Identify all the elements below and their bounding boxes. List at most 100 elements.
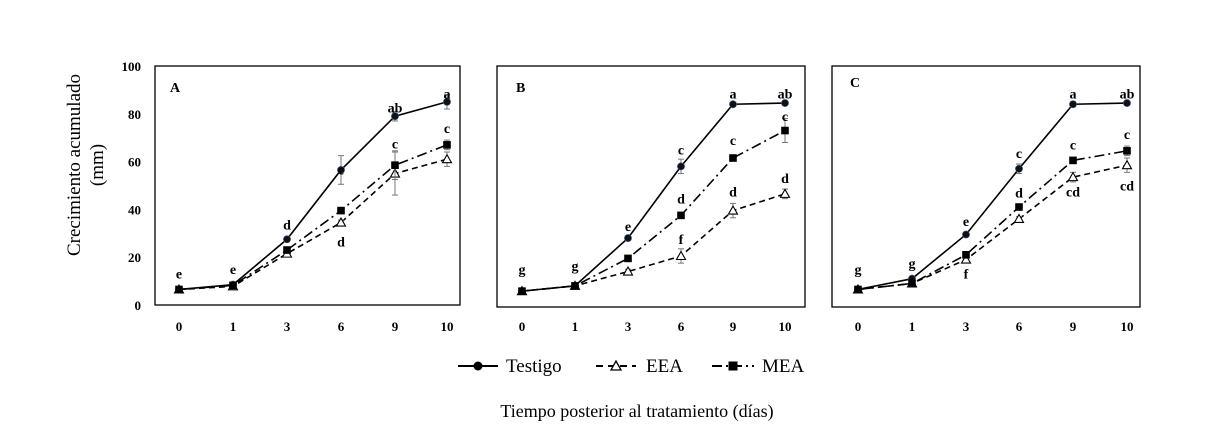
significance-label: f [679,233,684,248]
data-point [962,230,970,239]
significance-label: c [678,143,684,158]
data-point [229,281,237,290]
x-tick-label: 1 [572,319,579,334]
significance-label: a [444,87,451,102]
data-point [283,235,291,244]
significance-label: d [283,219,291,234]
data-point [443,141,451,149]
significance-label: g [519,263,526,278]
panel-letter: A [170,81,181,96]
x-tick-label: 0 [855,319,862,334]
legend-label-mea: MEA [762,356,805,377]
x-tick-label: 9 [392,319,399,334]
significance-label: d [729,185,737,200]
y-tick-label: 40 [128,202,141,217]
x-tick-label: 6 [678,319,685,334]
data-point [391,161,399,169]
significance-label: c [338,164,344,179]
data-point [675,250,687,261]
x-tick-label: 10 [779,319,792,334]
significance-label: a [1070,87,1077,102]
y-tick-label: 20 [128,250,141,265]
significance-label: c [730,134,736,149]
x-tick-label: 3 [284,319,291,334]
significance-label: c [444,122,450,137]
legend-item-eea: EEA [596,356,683,377]
data-point [727,204,739,215]
significance-label: g [572,259,579,274]
x-tick-label: 0 [519,319,526,334]
data-point [962,251,970,259]
x-tick-label: 10 [441,319,454,334]
significance-label: c [392,137,398,152]
x-tick-label: 1 [909,319,916,334]
y-tick-label: 60 [128,155,141,170]
data-point [443,97,451,106]
x-tick-label: 3 [963,319,970,334]
data-point [854,285,862,294]
series-line [857,164,1128,291]
significance-label: ab [1120,87,1135,102]
panel-b: B 0 1 3 6 9 10 g g e f c d a c d ab c d [496,65,806,334]
y-tick-label: 0 [135,298,142,313]
significance-label: e [963,215,969,230]
series-testigo [854,99,1131,294]
data-point [391,112,399,121]
significance-label: e [230,263,236,278]
data-point [1069,100,1077,109]
data-point [729,154,737,162]
x-tick-label: 3 [625,319,632,334]
x-axis-label: Tiempo posterior al tratamiento (días) [500,401,773,422]
series-eea [852,157,1133,294]
significance-label: ab [388,102,403,117]
significance-label: e [625,220,631,235]
legend-marker-mea [728,361,738,371]
data-point [283,246,291,254]
x-tick-label: 1 [230,319,237,334]
legend-marker-eea [609,359,623,371]
data-point [779,188,791,198]
significance-label: c [1124,128,1130,143]
significance-label: cd [1066,185,1080,200]
legend-item-testigo: Testigo [458,356,562,377]
data-point [1067,171,1079,182]
series-line [521,129,786,292]
x-tick-label: 9 [1070,319,1077,334]
panel-frame [154,65,461,306]
significance-label: g [855,263,862,278]
series-line [857,150,1128,291]
data-point [622,265,634,276]
data-point [335,216,347,227]
significance-label: d [337,235,345,250]
legend-label-testigo: Testigo [506,356,562,377]
x-tick-label: 10 [1121,319,1134,334]
panel-letter: C [850,76,860,91]
x-tick-label: 0 [176,319,183,334]
legend: Testigo EEA MEA [458,356,805,377]
panel-frame [496,65,806,308]
data-point [518,287,526,295]
data-point [677,211,685,220]
panel-a: A 0 20 40 60 80 100 0 1 3 6 9 10 e e d c d ab c a c [122,59,461,334]
x-tick-label: 6 [1016,319,1023,334]
data-point [960,253,972,264]
series-line [521,102,786,292]
legend-marker-testigo [473,361,483,371]
significance-label: a [730,87,737,102]
data-point [729,100,737,109]
significance-label: f [964,268,969,283]
series-testigo [518,99,789,296]
significance-label: g [909,257,916,272]
significance-label: c [1070,139,1076,154]
x-tick-label: 9 [730,319,737,334]
series-mea [518,118,789,295]
y-axis-label-line2: (mm) [87,144,108,186]
y-axis-label-line1: Crecimiento acumulado [64,74,85,256]
data-point [1069,156,1077,165]
significance-label: d [1015,186,1023,201]
data-point [1015,164,1023,173]
x-tick-label: 6 [338,319,345,334]
